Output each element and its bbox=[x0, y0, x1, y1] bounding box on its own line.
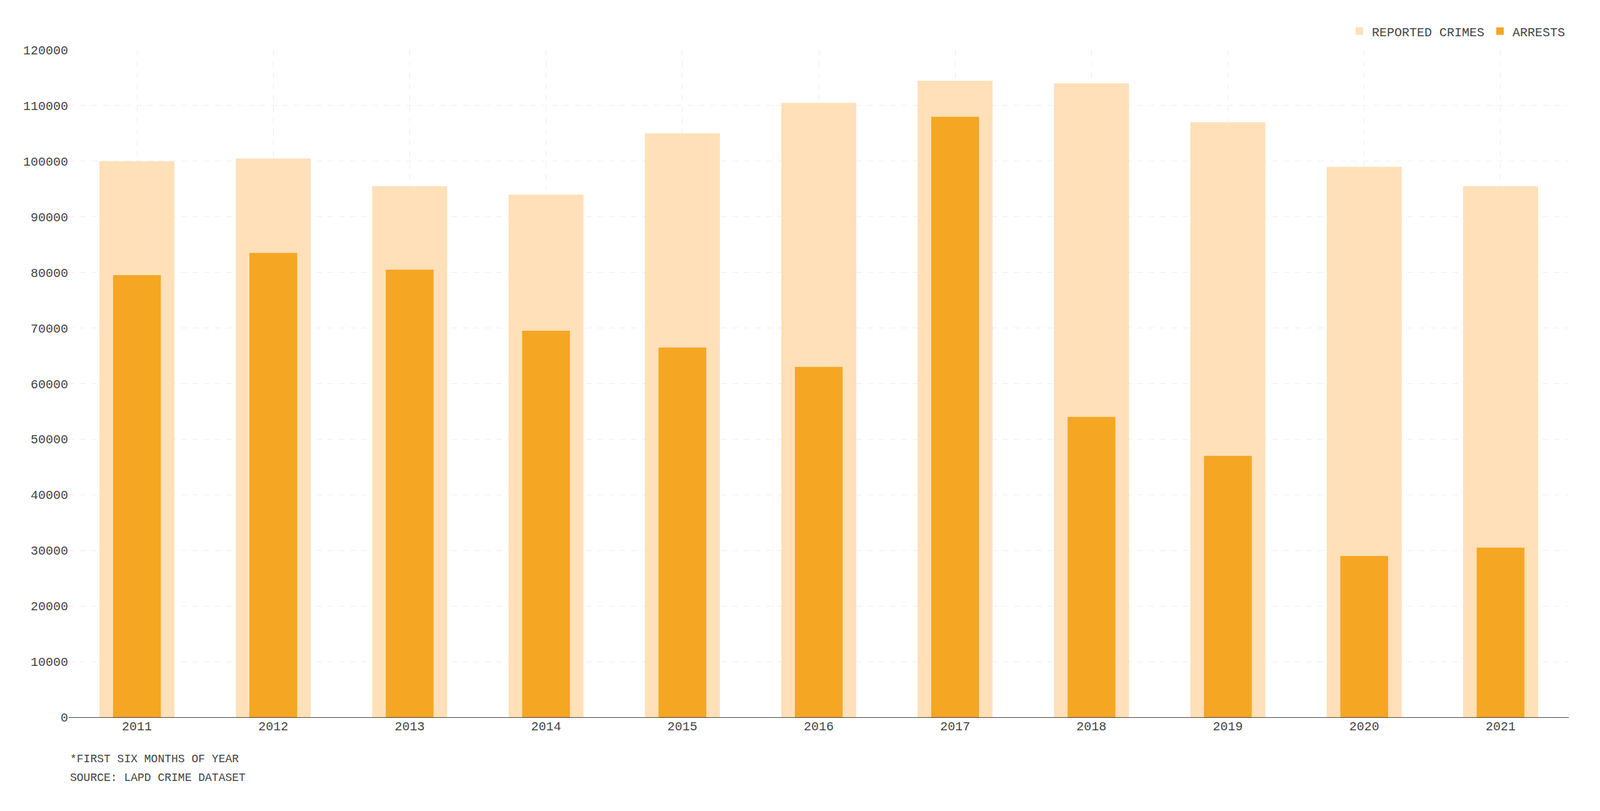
svg-text:2018: 2018 bbox=[1076, 719, 1107, 734]
svg-text:100000: 100000 bbox=[23, 155, 69, 170]
svg-text:SOURCE: LAPD CRIME DATASET: SOURCE: LAPD CRIME DATASET bbox=[70, 771, 246, 784]
svg-text:10000: 10000 bbox=[30, 655, 69, 670]
svg-text:2011: 2011 bbox=[121, 719, 152, 734]
svg-text:ARRESTS: ARRESTS bbox=[1512, 25, 1565, 40]
svg-text:30000: 30000 bbox=[30, 543, 69, 559]
svg-text:*FIRST SIX MONTHS OF YEAR: *FIRST SIX MONTHS OF YEAR bbox=[70, 752, 239, 765]
svg-text:REPORTED CRIMES: REPORTED CRIMES bbox=[1371, 25, 1485, 40]
svg-text:2012: 2012 bbox=[258, 719, 289, 734]
svg-text:40000: 40000 bbox=[30, 488, 69, 503]
svg-text:2017: 2017 bbox=[940, 719, 970, 734]
svg-text:2013: 2013 bbox=[394, 719, 425, 734]
svg-text:2020: 2020 bbox=[1349, 719, 1380, 734]
svg-text:110000: 110000 bbox=[23, 99, 69, 114]
svg-text:0: 0 bbox=[60, 710, 69, 725]
svg-text:60000: 60000 bbox=[30, 377, 69, 392]
svg-text:90000: 90000 bbox=[30, 210, 69, 225]
svg-text:2021: 2021 bbox=[1485, 719, 1516, 734]
svg-text:20000: 20000 bbox=[30, 599, 69, 614]
svg-text:120000: 120000 bbox=[23, 43, 69, 59]
svg-text:2015: 2015 bbox=[667, 719, 698, 734]
svg-text:2016: 2016 bbox=[803, 719, 834, 734]
svg-text:2019: 2019 bbox=[1213, 719, 1244, 734]
svg-text:80000: 80000 bbox=[30, 266, 69, 281]
svg-text:70000: 70000 bbox=[30, 321, 69, 337]
svg-text:2014: 2014 bbox=[531, 719, 562, 734]
svg-text:50000: 50000 bbox=[30, 432, 69, 447]
